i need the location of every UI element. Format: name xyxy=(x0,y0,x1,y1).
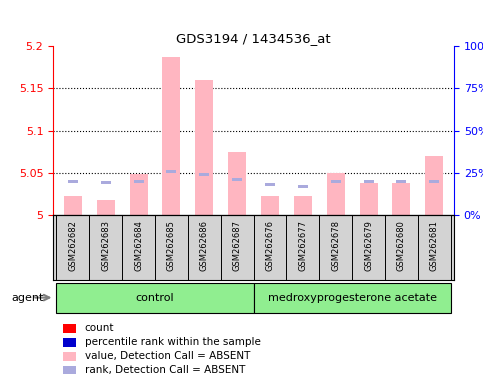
Bar xyxy=(254,283,451,313)
Bar xyxy=(232,178,242,181)
Bar xyxy=(397,180,406,183)
Bar xyxy=(134,180,143,183)
Text: agent: agent xyxy=(11,293,43,303)
Title: GDS3194 / 1434536_at: GDS3194 / 1434536_at xyxy=(176,32,331,45)
Text: count: count xyxy=(85,323,114,333)
Bar xyxy=(195,80,213,215)
Text: GSM262677: GSM262677 xyxy=(298,220,307,271)
Text: GSM262687: GSM262687 xyxy=(233,220,242,271)
Text: GSM262685: GSM262685 xyxy=(167,220,176,271)
Text: GSM262681: GSM262681 xyxy=(430,220,439,271)
Text: GSM262676: GSM262676 xyxy=(266,220,274,271)
Bar xyxy=(199,173,209,176)
Bar xyxy=(364,180,373,183)
Text: control: control xyxy=(136,293,174,303)
Bar xyxy=(392,183,411,215)
Bar xyxy=(261,197,279,215)
Bar xyxy=(294,197,312,215)
Text: rank, Detection Call = ABSENT: rank, Detection Call = ABSENT xyxy=(85,365,245,375)
Bar xyxy=(129,174,148,215)
Bar xyxy=(64,197,82,215)
Text: GSM262682: GSM262682 xyxy=(69,220,77,271)
Bar xyxy=(425,156,443,215)
Bar xyxy=(331,180,341,183)
Bar xyxy=(429,180,439,183)
Text: GSM262683: GSM262683 xyxy=(101,220,110,271)
Text: medroxyprogesterone acetate: medroxyprogesterone acetate xyxy=(268,293,437,303)
Text: GSM262680: GSM262680 xyxy=(397,220,406,271)
Bar xyxy=(162,57,181,215)
Text: value, Detection Call = ABSENT: value, Detection Call = ABSENT xyxy=(85,351,250,361)
Text: GSM262679: GSM262679 xyxy=(364,220,373,271)
Text: GSM262678: GSM262678 xyxy=(331,220,340,271)
Bar xyxy=(327,173,345,215)
Bar xyxy=(167,170,176,173)
Bar xyxy=(228,152,246,215)
Text: GSM262684: GSM262684 xyxy=(134,220,143,271)
Bar xyxy=(265,183,275,186)
Bar xyxy=(68,180,78,183)
Bar xyxy=(101,181,111,184)
Bar xyxy=(97,200,115,215)
Text: percentile rank within the sample: percentile rank within the sample xyxy=(85,337,260,347)
Bar xyxy=(57,283,254,313)
Bar xyxy=(359,183,378,215)
Bar xyxy=(298,185,308,188)
Text: GSM262686: GSM262686 xyxy=(200,220,209,271)
